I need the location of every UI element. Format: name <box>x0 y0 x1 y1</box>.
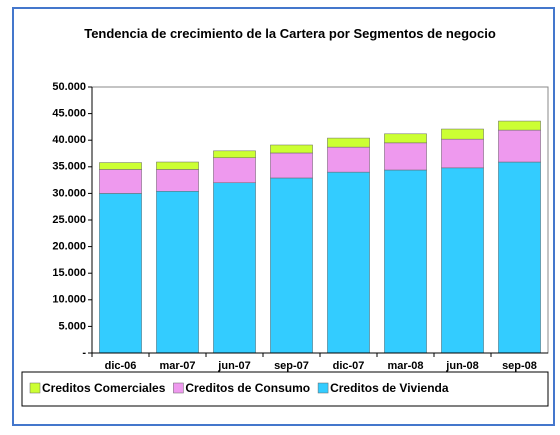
bar-segment <box>270 152 313 179</box>
y-tick-label: 10.000 <box>52 294 86 306</box>
y-tick-label: 45.000 <box>52 108 86 120</box>
bar-segment <box>99 162 142 170</box>
bar-segment <box>498 120 541 131</box>
y-tick-label: 40.000 <box>52 134 86 146</box>
bar-segment <box>384 142 427 171</box>
legend-label: Creditos Comerciales <box>42 381 166 395</box>
bar-segment <box>384 133 427 144</box>
bar-segment <box>156 161 199 170</box>
x-tick-label: jun-08 <box>445 360 478 372</box>
legend-label: Creditos de Vivienda <box>330 381 449 395</box>
bar-segment <box>156 169 199 192</box>
x-tick-label: dic-06 <box>105 360 137 372</box>
chart-title: Tendencia de crecimiento de la Cartera p… <box>84 26 496 41</box>
x-tick-label: mar-08 <box>387 360 423 372</box>
y-tick-label: - <box>82 347 86 359</box>
x-tick-label: dic-07 <box>333 360 365 372</box>
bar-segment <box>213 150 256 159</box>
y-tick-label: 35.000 <box>52 161 86 173</box>
bar-segment <box>327 137 370 148</box>
x-tick-label: sep-08 <box>502 360 537 372</box>
bar-segment <box>441 138 484 169</box>
legend-swatch <box>173 382 184 394</box>
bar-segment <box>156 191 199 354</box>
y-tick-label: 20.000 <box>52 241 86 253</box>
bar-segment <box>270 177 313 354</box>
bar-segment <box>441 128 484 140</box>
legend-swatch <box>29 382 41 394</box>
bar-segment <box>213 157 256 184</box>
y-tick-label: 30.000 <box>52 187 86 199</box>
y-tick-label: 50.000 <box>52 81 86 93</box>
legend-label: Creditos de Consumo <box>185 381 310 395</box>
y-tick-label: 5.000 <box>58 320 86 332</box>
bar-segment <box>270 144 313 154</box>
bar-segment <box>384 169 427 354</box>
x-tick-label: mar-07 <box>159 360 195 372</box>
bar-segment <box>441 167 484 354</box>
bar-segment <box>498 129 541 163</box>
legend-box <box>21 371 549 407</box>
bar-segment <box>327 171 370 354</box>
y-tick-label: 15.000 <box>52 267 86 279</box>
y-tick-label: 25.000 <box>52 214 86 226</box>
bar-segment <box>327 146 370 173</box>
x-tick-label: jun-07 <box>217 360 250 372</box>
bar-segment <box>213 182 256 354</box>
x-tick-label: sep-07 <box>274 360 309 372</box>
bar-segment <box>498 161 541 354</box>
legend-swatch <box>317 382 329 394</box>
bar-segment <box>99 169 142 194</box>
bar-segment <box>99 193 142 354</box>
